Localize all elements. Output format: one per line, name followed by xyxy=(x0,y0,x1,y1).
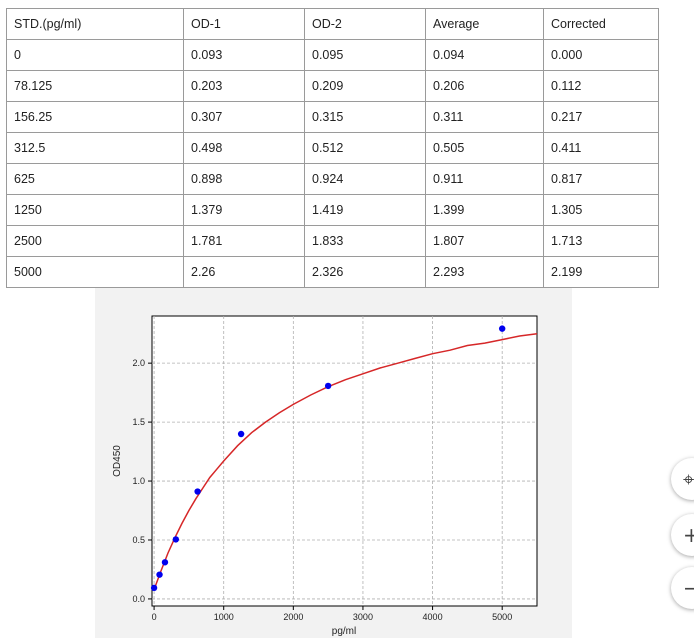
x-tick-label: 3000 xyxy=(353,612,373,622)
average-cell: 0.505 xyxy=(425,132,544,164)
od1-cell: 0.307 xyxy=(183,101,305,133)
data-point xyxy=(172,536,180,543)
fit-curve xyxy=(153,332,538,590)
std-cell: 5000 xyxy=(6,256,184,288)
data-point xyxy=(161,559,169,566)
minus-icon: − xyxy=(683,576,694,600)
std-cell: 2500 xyxy=(6,225,184,257)
x-axis-label: pg/ml xyxy=(332,626,356,637)
fit-curve-layer xyxy=(153,332,538,590)
average-cell: 0.911 xyxy=(425,163,544,195)
data-point xyxy=(194,488,201,495)
x-tick-label: 4000 xyxy=(423,612,443,622)
average-cell: 0.094 xyxy=(425,39,544,71)
x-tick-label: 5000 xyxy=(492,612,512,622)
plot-area xyxy=(151,315,538,607)
average-cell: 2.293 xyxy=(425,256,544,288)
crosshair-button[interactable]: ⌖ xyxy=(671,458,694,500)
table-row: 2500 1.781 1.833 1.807 1.713 xyxy=(6,225,659,257)
data-point xyxy=(150,584,158,592)
corrected-cell: 0.217 xyxy=(543,101,659,133)
od1-cell: 1.781 xyxy=(183,225,305,257)
corrected-cell: 0.817 xyxy=(543,163,659,195)
od2-cell: 0.209 xyxy=(304,70,426,102)
od2-cell: 0.512 xyxy=(304,132,426,164)
column-header: STD.(pg/ml) xyxy=(6,8,184,40)
od1-cell: 0.093 xyxy=(183,39,305,71)
crosshair-icon: ⌖ xyxy=(683,467,694,491)
data-point xyxy=(498,325,506,332)
y-tick-label: 0.5 xyxy=(132,535,145,545)
table-row: 0 0.093 0.095 0.094 0.000 xyxy=(6,39,659,71)
std-cell: 0 xyxy=(6,39,184,71)
y-tick-label: 0.0 xyxy=(132,594,145,604)
data-point xyxy=(324,382,332,390)
zoom-in-button[interactable]: + xyxy=(671,514,694,556)
corrected-cell: 0.112 xyxy=(543,70,659,102)
table-row: 156.25 0.307 0.315 0.311 0.217 xyxy=(6,101,659,133)
table-row: 312.5 0.498 0.512 0.505 0.411 xyxy=(6,132,659,164)
x-tick-label: 2000 xyxy=(283,612,303,622)
od2-cell: 0.095 xyxy=(304,39,426,71)
y-tick-label: 1.0 xyxy=(132,476,145,486)
od1-cell: 0.203 xyxy=(183,70,305,102)
corrected-cell: 0.411 xyxy=(543,132,659,164)
standard-curve-table: STD.(pg/ml) OD-1 OD-2 Average Corrected 0 0.09… xyxy=(6,8,659,288)
zoom-out-button[interactable]: − xyxy=(671,567,694,609)
od1-cell: 1.379 xyxy=(183,194,305,226)
data-points xyxy=(150,325,506,592)
od2-cell: 0.315 xyxy=(304,101,426,133)
average-cell: 0.311 xyxy=(425,101,544,133)
grid xyxy=(152,316,537,606)
std-cell: 625 xyxy=(6,163,184,195)
od1-cell: 0.498 xyxy=(183,132,305,164)
corrected-cell: 2.199 xyxy=(543,256,659,288)
std-cell: 312.5 xyxy=(6,132,184,164)
corrected-cell: 1.713 xyxy=(543,225,659,257)
y-tick-label: 1.5 xyxy=(132,417,145,427)
corrected-cell: 0.000 xyxy=(543,39,659,71)
table-row: 1250 1.379 1.419 1.399 1.305 xyxy=(6,194,659,226)
axes: 0 1000 2000 3000 4000 5000 0.0 0.5 1.0 1.5 2.0 xyxy=(132,358,512,622)
y-axis-label: OD450 xyxy=(112,445,123,477)
table-row: 5000 2.26 2.326 2.293 2.199 xyxy=(6,256,659,288)
std-cell: 1250 xyxy=(6,194,184,226)
standard-curve-chart: 0 1000 2000 3000 4000 5000 0.0 0.5 1.0 1.5 2.0 pg/… xyxy=(112,315,538,637)
data-point xyxy=(156,571,163,578)
od2-cell: 1.833 xyxy=(304,225,426,257)
column-header: Average xyxy=(425,8,544,40)
data-point xyxy=(237,430,245,438)
average-cell: 1.807 xyxy=(425,225,544,257)
chart-panel: 0 1000 2000 3000 4000 5000 0.0 0.5 1.0 1.5 2.0 pg/… xyxy=(95,288,572,638)
od1-cell: 2.26 xyxy=(183,256,305,288)
od2-cell: 2.326 xyxy=(304,256,426,288)
x-tick-label: 0 xyxy=(152,612,157,622)
plus-icon: + xyxy=(683,523,694,547)
average-cell: 1.399 xyxy=(425,194,544,226)
table-header-row: STD.(pg/ml) OD-1 OD-2 Average Corrected xyxy=(6,8,659,40)
column-header: OD-2 xyxy=(304,8,426,40)
od2-cell: 1.419 xyxy=(304,194,426,226)
od1-cell: 0.898 xyxy=(183,163,305,195)
od2-cell: 0.924 xyxy=(304,163,426,195)
column-header: Corrected xyxy=(543,8,659,40)
table-row: 78.125 0.203 0.209 0.206 0.112 xyxy=(6,70,659,102)
y-tick-label: 2.0 xyxy=(132,358,145,368)
std-cell: 78.125 xyxy=(6,70,184,102)
x-tick-label: 1000 xyxy=(214,612,234,622)
std-cell: 156.25 xyxy=(6,101,184,133)
table-row: 625 0.898 0.924 0.911 0.817 xyxy=(6,163,659,195)
column-header: OD-1 xyxy=(183,8,305,40)
corrected-cell: 1.305 xyxy=(543,194,659,226)
average-cell: 0.206 xyxy=(425,70,544,102)
